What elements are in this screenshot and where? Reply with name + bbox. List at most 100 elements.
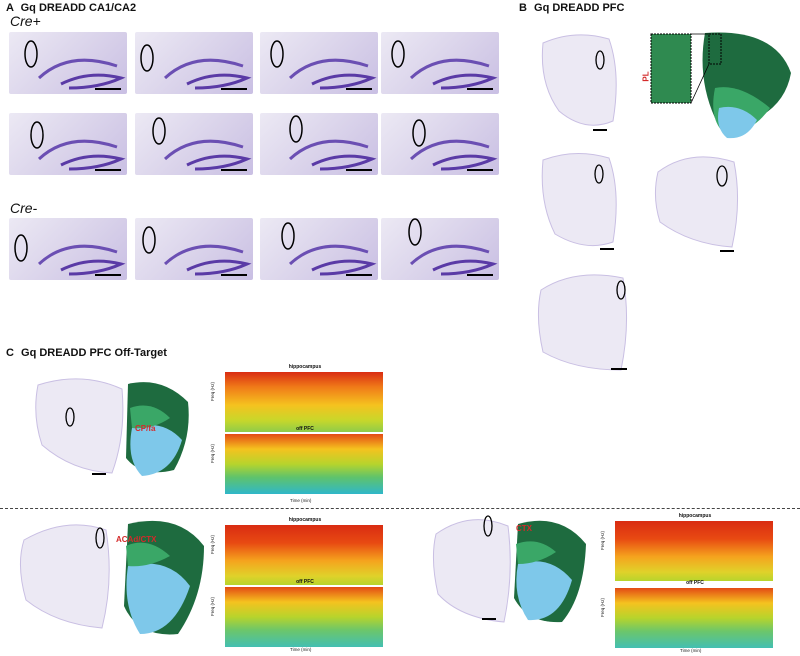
cell-layer bbox=[37, 58, 118, 80]
spectrogram-hippocampus-1: hippocampus Freq (Hz) bbox=[210, 364, 385, 432]
spec-image bbox=[615, 521, 773, 581]
scale-bar bbox=[346, 274, 372, 276]
panel-b-title: B Gq DREADD PFC bbox=[519, 2, 624, 14]
spectrogram-offpfc-1: off PFC Freq (Hz) Time (min) bbox=[210, 426, 385, 503]
spectrogram-offpfc-2: off PFC Freq (Hz) Time (min) bbox=[210, 579, 385, 652]
injection-ellipse bbox=[30, 121, 44, 149]
pfc-section-2 bbox=[541, 152, 617, 250]
tile-drawing bbox=[14, 234, 126, 276]
offtarget-section-3 bbox=[432, 515, 511, 623]
panel-a-title: A Gq DREADD CA1/CA2 bbox=[6, 2, 136, 14]
spec-ylabel: Freq (Hz) bbox=[210, 444, 215, 463]
cell-layer bbox=[288, 244, 369, 266]
scale-bar bbox=[346, 169, 372, 171]
spec-title: hippocampus bbox=[678, 513, 712, 519]
scale-bar bbox=[221, 88, 247, 90]
scale-bar bbox=[95, 274, 121, 276]
dentate-gyrus bbox=[432, 73, 498, 90]
spec-ylabel: Freq (Hz) bbox=[210, 382, 215, 401]
offtarget-atlas-1 bbox=[126, 382, 189, 476]
dentate-gyrus bbox=[60, 154, 126, 171]
spec-image bbox=[225, 434, 383, 494]
spec-xlabel: Time (min) bbox=[680, 648, 702, 653]
scale-bar bbox=[346, 88, 372, 90]
scale-bar bbox=[95, 169, 121, 171]
atlas-label-cp-fa: CP/fa bbox=[135, 424, 156, 433]
spectrogram-offpfc-3: off PFC Freq (Hz) Time (min) bbox=[600, 580, 775, 653]
offtarget-section-2 bbox=[20, 524, 110, 629]
injection-ellipse bbox=[391, 40, 405, 68]
histology-tile bbox=[260, 218, 378, 280]
injection-ellipse bbox=[281, 222, 295, 250]
dentate-gyrus bbox=[186, 73, 252, 90]
tile-drawing bbox=[24, 40, 126, 90]
panel-b-letter: B bbox=[519, 2, 527, 14]
spec-ylabel: Freq (Hz) bbox=[210, 535, 215, 554]
scale-bar bbox=[221, 169, 247, 171]
pfc-section-4 bbox=[537, 274, 628, 371]
injection-ellipse bbox=[408, 218, 422, 246]
offtarget-atlas-3 bbox=[514, 520, 586, 623]
panel-a-letter: A bbox=[6, 2, 14, 14]
tile-drawing bbox=[142, 226, 252, 276]
injection-ellipse bbox=[14, 234, 28, 262]
injection-ellipse bbox=[152, 117, 166, 145]
scale-bar bbox=[95, 88, 121, 90]
histology-tile bbox=[9, 113, 127, 175]
scale-bar bbox=[221, 274, 247, 276]
panel-c-title: C Gq DREADD PFC Off-Target bbox=[6, 347, 167, 359]
scale-bar bbox=[467, 169, 493, 171]
scale-bar bbox=[467, 88, 493, 90]
panel-b-heading: Gq DREADD PFC bbox=[534, 2, 625, 14]
spec-image bbox=[615, 588, 773, 648]
histology-tile bbox=[9, 32, 127, 94]
cell-layer bbox=[163, 58, 244, 80]
dentate-gyrus bbox=[432, 154, 498, 171]
spec-ylabel: Freq (Hz) bbox=[600, 531, 605, 550]
injection-ellipse bbox=[142, 226, 156, 254]
dentate-gyrus bbox=[60, 73, 126, 90]
section-divider bbox=[0, 508, 800, 509]
dentate-gyrus bbox=[186, 154, 252, 171]
spec-title: hippocampus bbox=[288, 364, 322, 370]
tile-drawing bbox=[408, 218, 498, 276]
spec-ylabel: Freq (Hz) bbox=[600, 598, 605, 617]
histology-tile bbox=[135, 113, 253, 175]
cre-negative-label: Cre- bbox=[10, 200, 38, 216]
spectrogram-hippocampus-3: hippocampus Freq (Hz) bbox=[600, 513, 775, 581]
tile-drawing bbox=[288, 115, 377, 171]
histology-tile bbox=[135, 218, 253, 280]
cell-layer bbox=[409, 139, 490, 161]
tile-drawing bbox=[30, 121, 126, 171]
offtarget-atlas-2 bbox=[124, 520, 204, 635]
cre-positive-label: Cre+ bbox=[10, 13, 41, 29]
histology-tile bbox=[260, 113, 378, 175]
dentate-gyrus bbox=[311, 259, 377, 276]
spec-xlabel: Time (min) bbox=[290, 647, 312, 652]
dentate-gyrus bbox=[311, 154, 377, 171]
spec-image bbox=[225, 587, 383, 647]
tile-drawing bbox=[152, 117, 252, 171]
cell-layer bbox=[37, 244, 118, 266]
cell-layer bbox=[163, 244, 244, 266]
histology-tile bbox=[9, 218, 127, 280]
tile-drawing bbox=[391, 40, 498, 90]
histology-tile bbox=[381, 32, 499, 94]
panel-a-heading: Gq DREADD CA1/CA2 bbox=[20, 2, 137, 14]
tile-drawing bbox=[281, 222, 377, 276]
cell-layer bbox=[409, 244, 490, 266]
tile-drawing bbox=[409, 119, 498, 171]
histology-tile bbox=[260, 32, 378, 94]
spectrogram-hippocampus-2: hippocampus Freq (Hz) bbox=[210, 517, 385, 585]
tile-drawing bbox=[140, 44, 252, 90]
cell-layer bbox=[288, 58, 369, 80]
spec-image bbox=[225, 525, 383, 585]
injection-ellipse bbox=[24, 40, 38, 68]
offtarget-section-1 bbox=[35, 378, 124, 475]
spec-title: off PFC bbox=[296, 426, 314, 432]
histology-tile bbox=[381, 218, 499, 280]
dentate-gyrus bbox=[311, 73, 377, 90]
dentate-gyrus bbox=[60, 259, 126, 276]
tile-drawing bbox=[270, 40, 377, 90]
injection-ellipse bbox=[289, 115, 303, 143]
